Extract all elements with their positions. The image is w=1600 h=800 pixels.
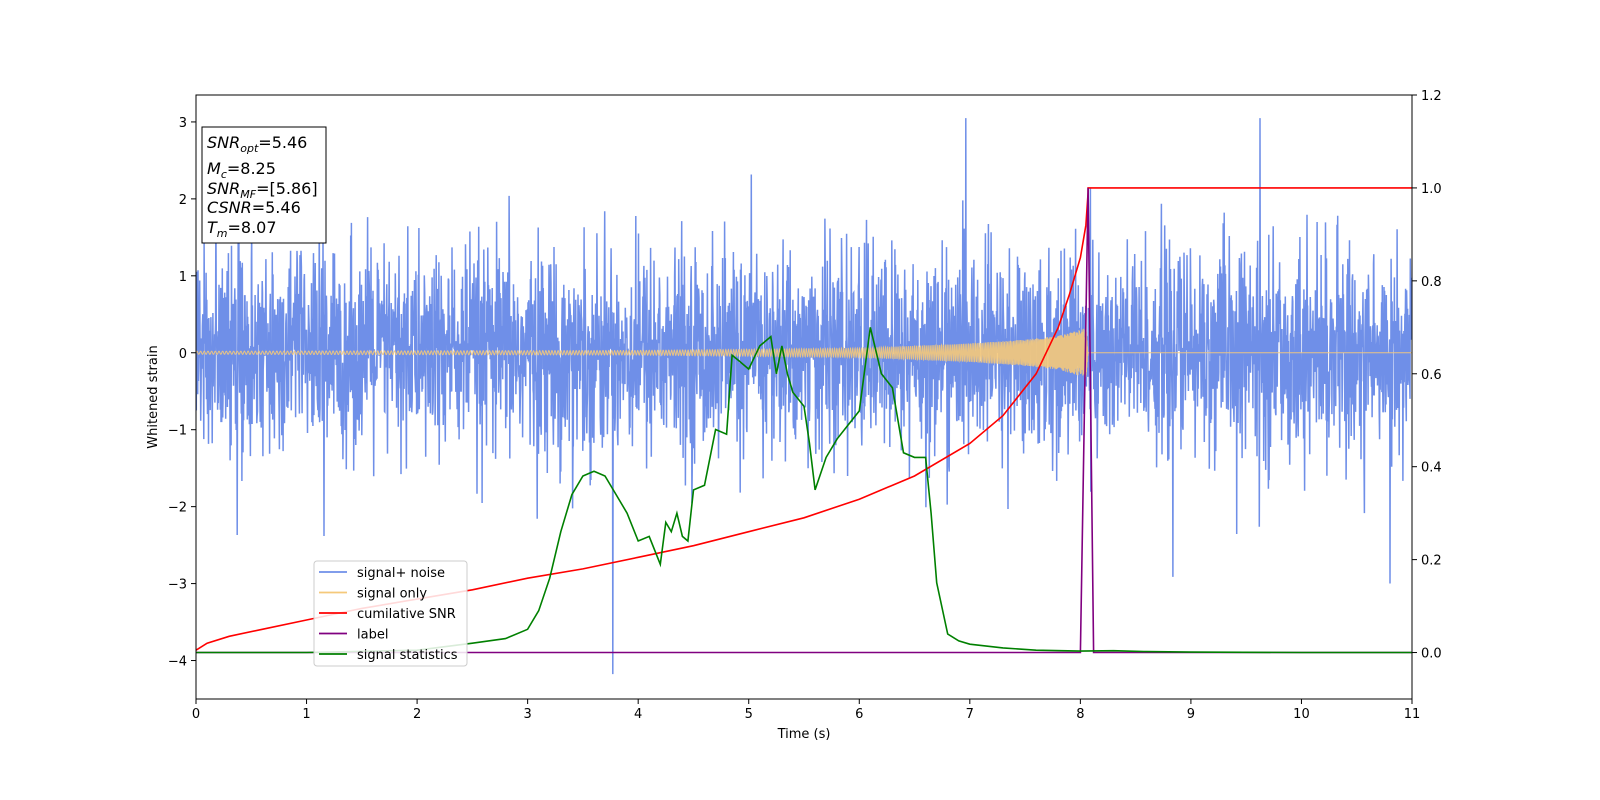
info-symbol: SNR <box>207 133 240 152</box>
y-right-tick-label: 0.6 <box>1421 368 1442 383</box>
right-y-axis: 1.2 1.0 0.8 0.6 0.4 0.2 0.0 <box>1412 89 1442 662</box>
y-left-tick-label: −3 <box>168 578 187 593</box>
signal-statistics-line <box>196 327 1412 654</box>
y-right-tick-label: 0.2 <box>1421 554 1442 569</box>
y-right-tick-label: 0.0 <box>1421 647 1442 662</box>
x-axis: 0 1 2 3 4 5 6 7 8 9 10 11 <box>192 699 1420 722</box>
info-subscript: MF <box>240 188 256 201</box>
left-y-axis: 3 2 1 0 −1 −2 −3 −4 <box>168 116 196 670</box>
legend-label: signal statistics <box>357 648 458 663</box>
signal-only-line <box>196 328 1412 378</box>
info-value: =8.25 <box>227 159 276 178</box>
info-value: =5.46 <box>252 198 301 217</box>
x-tick-label: 7 <box>966 707 974 722</box>
info-symbol: CSNR <box>207 198 252 217</box>
legend-label: cumilative SNR <box>357 607 456 622</box>
y-left-tick-label: 0 <box>179 347 187 362</box>
plot-frame <box>195 94 1413 700</box>
y-right-tick-label: 1.2 <box>1421 89 1442 104</box>
x-tick-label: 6 <box>855 707 863 722</box>
info-value: =5.46 <box>258 133 307 152</box>
y-right-tick-label: 0.8 <box>1421 275 1442 290</box>
info-symbol: SNR <box>207 179 240 198</box>
x-axis-label: Time (s) <box>777 727 831 742</box>
x-tick-label: 1 <box>302 707 310 722</box>
info-box-text: SNRopt=5.46 Mc=8.25 SNRMF=[5.86] CSNR=5.46 T… <box>207 133 318 240</box>
x-tick-label: 5 <box>745 707 753 722</box>
legend-label: label <box>357 628 388 643</box>
y-right-tick-label: 0.4 <box>1421 461 1442 476</box>
x-tick-label: 4 <box>634 707 642 722</box>
y-left-tick-label: 3 <box>179 116 187 131</box>
legend-frame <box>313 560 468 667</box>
x-tick-label: 8 <box>1076 707 1084 722</box>
info-box-frame <box>201 126 327 244</box>
y-left-tick-label: −1 <box>168 424 187 439</box>
legend-label: signal+ noise <box>357 566 445 581</box>
legend-label: signal only <box>357 587 427 602</box>
x-tick-label: 11 <box>1404 707 1421 722</box>
info-subscript: c <box>221 168 227 181</box>
x-tick-label: 9 <box>1187 707 1195 722</box>
info-subscript: opt <box>240 142 259 155</box>
info-box: SNRopt=5.46 Mc=8.25 SNRMF=[5.86] CSNR=5.46 T… <box>201 126 327 244</box>
y-left-tick-label: 1 <box>179 270 187 285</box>
y-axis-label: Whitened strain <box>146 345 161 448</box>
legend: signal+ noise signal only cumilative SNR la… <box>313 560 468 667</box>
x-tick-label: 0 <box>192 707 200 722</box>
info-symbol: T <box>207 218 218 237</box>
info-subscript: m <box>217 227 228 240</box>
y-left-tick-label: −2 <box>168 501 187 516</box>
info-value: =8.07 <box>228 218 277 237</box>
x-tick-label: 3 <box>523 707 531 722</box>
info-value: =[5.86] <box>256 179 318 198</box>
info-symbol: M <box>207 159 221 178</box>
x-tick-label: 10 <box>1293 707 1310 722</box>
x-tick-label: 2 <box>413 707 421 722</box>
y-left-tick-label: 2 <box>179 193 187 208</box>
y-left-tick-label: −4 <box>168 655 187 670</box>
y-right-tick-label: 1.0 <box>1421 182 1442 197</box>
signal-plus-noise-line <box>196 118 1412 675</box>
